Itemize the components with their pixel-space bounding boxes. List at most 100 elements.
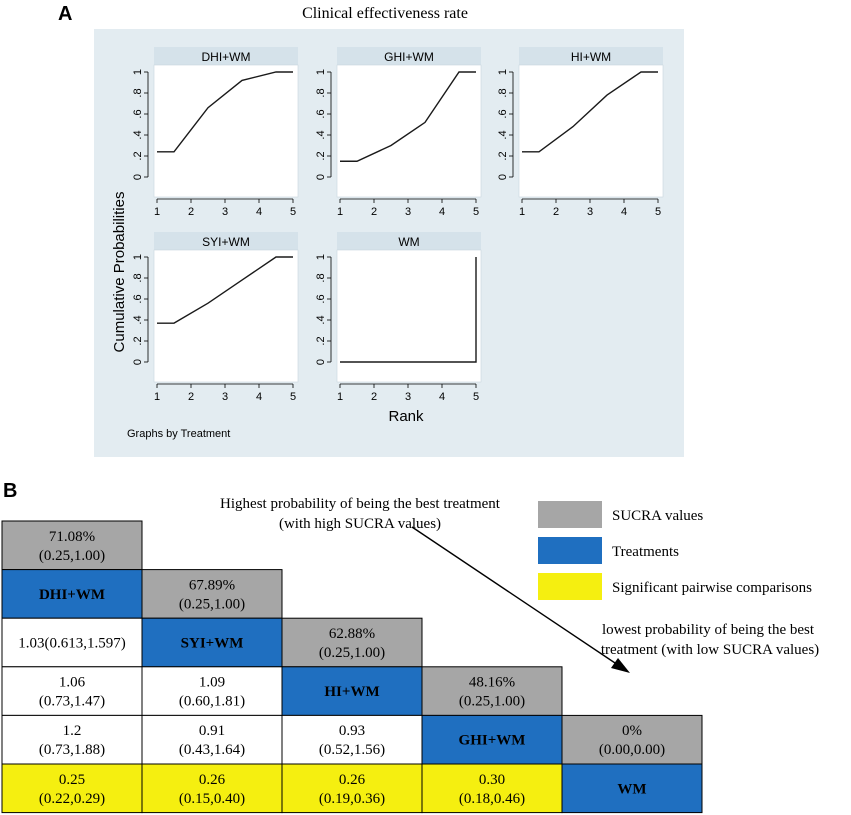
x-tick-label: 1 <box>154 206 160 218</box>
subplot-header <box>519 47 663 65</box>
x-tick-label: 3 <box>222 391 228 403</box>
cell-sucra: 62.88% (0.25,1.00) <box>281 617 423 668</box>
series-line-hi-wm <box>522 71 658 153</box>
x-tick-label: 2 <box>371 391 377 403</box>
cell-text: (0.22,0.29) <box>39 791 105 807</box>
cell-sucra: 0% (0.00,0.00) <box>561 714 703 765</box>
y-tick-label: 0 <box>315 174 327 180</box>
cell-box <box>1 763 143 814</box>
x-tick-label: 1 <box>519 206 525 218</box>
cell-sucra: 71.08% (0.25,1.00) <box>1 520 143 571</box>
subplot-syi-wm: SYI+WM 0 .2 .4 .6 .8 1 1 2 3 4 5 <box>132 232 299 403</box>
cell-text: 1.06 <box>59 675 86 691</box>
series-line-dhi-wm <box>157 71 293 153</box>
cell-plain: 1.06 (0.73,1.47) <box>1 666 143 716</box>
series-line-ghi-wm <box>340 71 476 162</box>
x-tick-label: 5 <box>655 206 661 218</box>
arrow-top-line2: (with high SUCRA values) <box>279 516 441 532</box>
cell-text: (0.60,1.81) <box>179 694 245 710</box>
cell-text: 1.03(0.613,1.597) <box>18 636 126 652</box>
subplot-header <box>154 47 298 65</box>
cell-box <box>281 666 423 716</box>
y-tick-label: 1 <box>132 69 144 75</box>
subplots: DHI+WM 0 .2 .4 .6 .8 1 1 2 3 4 5 GHI+WM 0 .2 .4 .6 .8 1 1 2 3… <box>132 47 664 403</box>
x-tick-label: 5 <box>290 206 296 218</box>
cell-text: 0% <box>622 723 642 739</box>
subplot-wm: WM 0 .2 .4 .6 .8 1 1 2 3 4 5 <box>315 232 482 403</box>
treatment-label: SYI+WM <box>181 636 244 652</box>
y-tick-label: 1 <box>315 254 327 260</box>
x-tick-label: 3 <box>405 206 411 218</box>
cell-text: 67.89% <box>189 577 235 593</box>
y-tick-label: .8 <box>497 88 509 97</box>
cell-text: (0.00,0.00) <box>599 742 665 758</box>
subplot-title: DHI+WM <box>202 50 251 64</box>
cell-text: 1.2 <box>63 723 82 739</box>
y-tick-label: .8 <box>132 273 144 282</box>
legend: SUCRA values Treatments Significant pairwi… <box>538 501 812 600</box>
y-axis-label: Cumulative Probabilities <box>111 192 128 353</box>
cell-text: 48.16% <box>469 675 515 691</box>
x-tick-label: 3 <box>587 206 593 218</box>
x-tick-label: 2 <box>188 391 194 403</box>
x-tick-label: 2 <box>553 206 559 218</box>
series-line-wm <box>340 257 477 363</box>
subplot-dhi-wm: DHI+WM 0 .2 .4 .6 .8 1 1 2 3 4 5 <box>132 47 299 218</box>
plot-area <box>336 64 482 198</box>
cell-text: (0.52,1.56) <box>319 742 385 758</box>
x-tick-label: 5 <box>473 206 479 218</box>
x-tick-label: 1 <box>337 391 343 403</box>
subplot-header <box>337 232 481 250</box>
treatment-label: DHI+WM <box>39 587 105 603</box>
cell-box <box>281 714 423 765</box>
cell-treat: WM <box>561 763 703 814</box>
arrow-bottom-line1: lowest probability of being the best <box>602 622 815 638</box>
cell-text: 0.26 <box>339 772 366 788</box>
x-tick-label: 3 <box>405 391 411 403</box>
legend-label: Significant pairwise comparisons <box>612 580 812 596</box>
cell-plain: 0.93 (0.52,1.56) <box>281 714 423 765</box>
cell-sig: 0.26 (0.19,0.36) <box>281 763 423 814</box>
y-tick-label: .2 <box>497 151 509 160</box>
y-tick-label: 0 <box>132 174 144 180</box>
y-tick-label: .4 <box>497 130 509 139</box>
subplot-header <box>337 47 481 65</box>
plot-area <box>336 249 482 383</box>
y-tick-label: .4 <box>132 315 144 324</box>
plot-area <box>518 64 664 198</box>
cell-box <box>1 520 143 571</box>
x-tick-label: 1 <box>337 206 343 218</box>
y-tick-label: .6 <box>132 109 144 118</box>
cell-plain: 1.2 (0.73,1.88) <box>1 714 143 765</box>
subplot-title: SYI+WM <box>202 235 250 249</box>
cell-text: 71.08% <box>49 529 95 545</box>
cell-text: 0.25 <box>59 772 85 788</box>
cell-plain: 0.91 (0.43,1.64) <box>141 714 283 765</box>
subplot-title: HI+WM <box>571 50 611 64</box>
x-tick-label: 4 <box>439 391 445 403</box>
cell-text: 0.93 <box>339 723 365 739</box>
graphs-by-note: Graphs by Treatment <box>127 428 230 440</box>
cell-plain: 1.09 (0.60,1.81) <box>141 666 283 716</box>
y-tick-label: .8 <box>315 88 327 97</box>
cell-text: (0.73,1.47) <box>39 694 105 710</box>
subplot-header <box>154 232 298 250</box>
plot-area <box>153 249 299 383</box>
x-axis-label: Rank <box>388 408 424 425</box>
x-tick-label: 1 <box>154 391 160 403</box>
cell-treat: DHI+WM <box>1 569 143 619</box>
y-tick-label: .4 <box>315 130 327 139</box>
arrow-bottom-line2: treatment (with low SUCRA values) <box>601 642 819 658</box>
x-tick-label: 5 <box>290 391 296 403</box>
x-tick-label: 4 <box>256 391 262 403</box>
cell-sig: 0.30 (0.18,0.46) <box>421 763 563 814</box>
legend-label: SUCRA values <box>612 508 703 524</box>
y-tick-label: .2 <box>132 151 144 160</box>
y-tick-label: .4 <box>315 315 327 324</box>
y-tick-label: 0 <box>315 359 327 365</box>
league-table: 71.08% (0.25,1.00) DHI+WM 67.89% (0.25,1.00)… <box>1 520 703 814</box>
y-tick-label: 1 <box>497 69 509 75</box>
cell-text: 62.88% <box>329 626 375 642</box>
y-tick-label: 0 <box>132 359 144 365</box>
